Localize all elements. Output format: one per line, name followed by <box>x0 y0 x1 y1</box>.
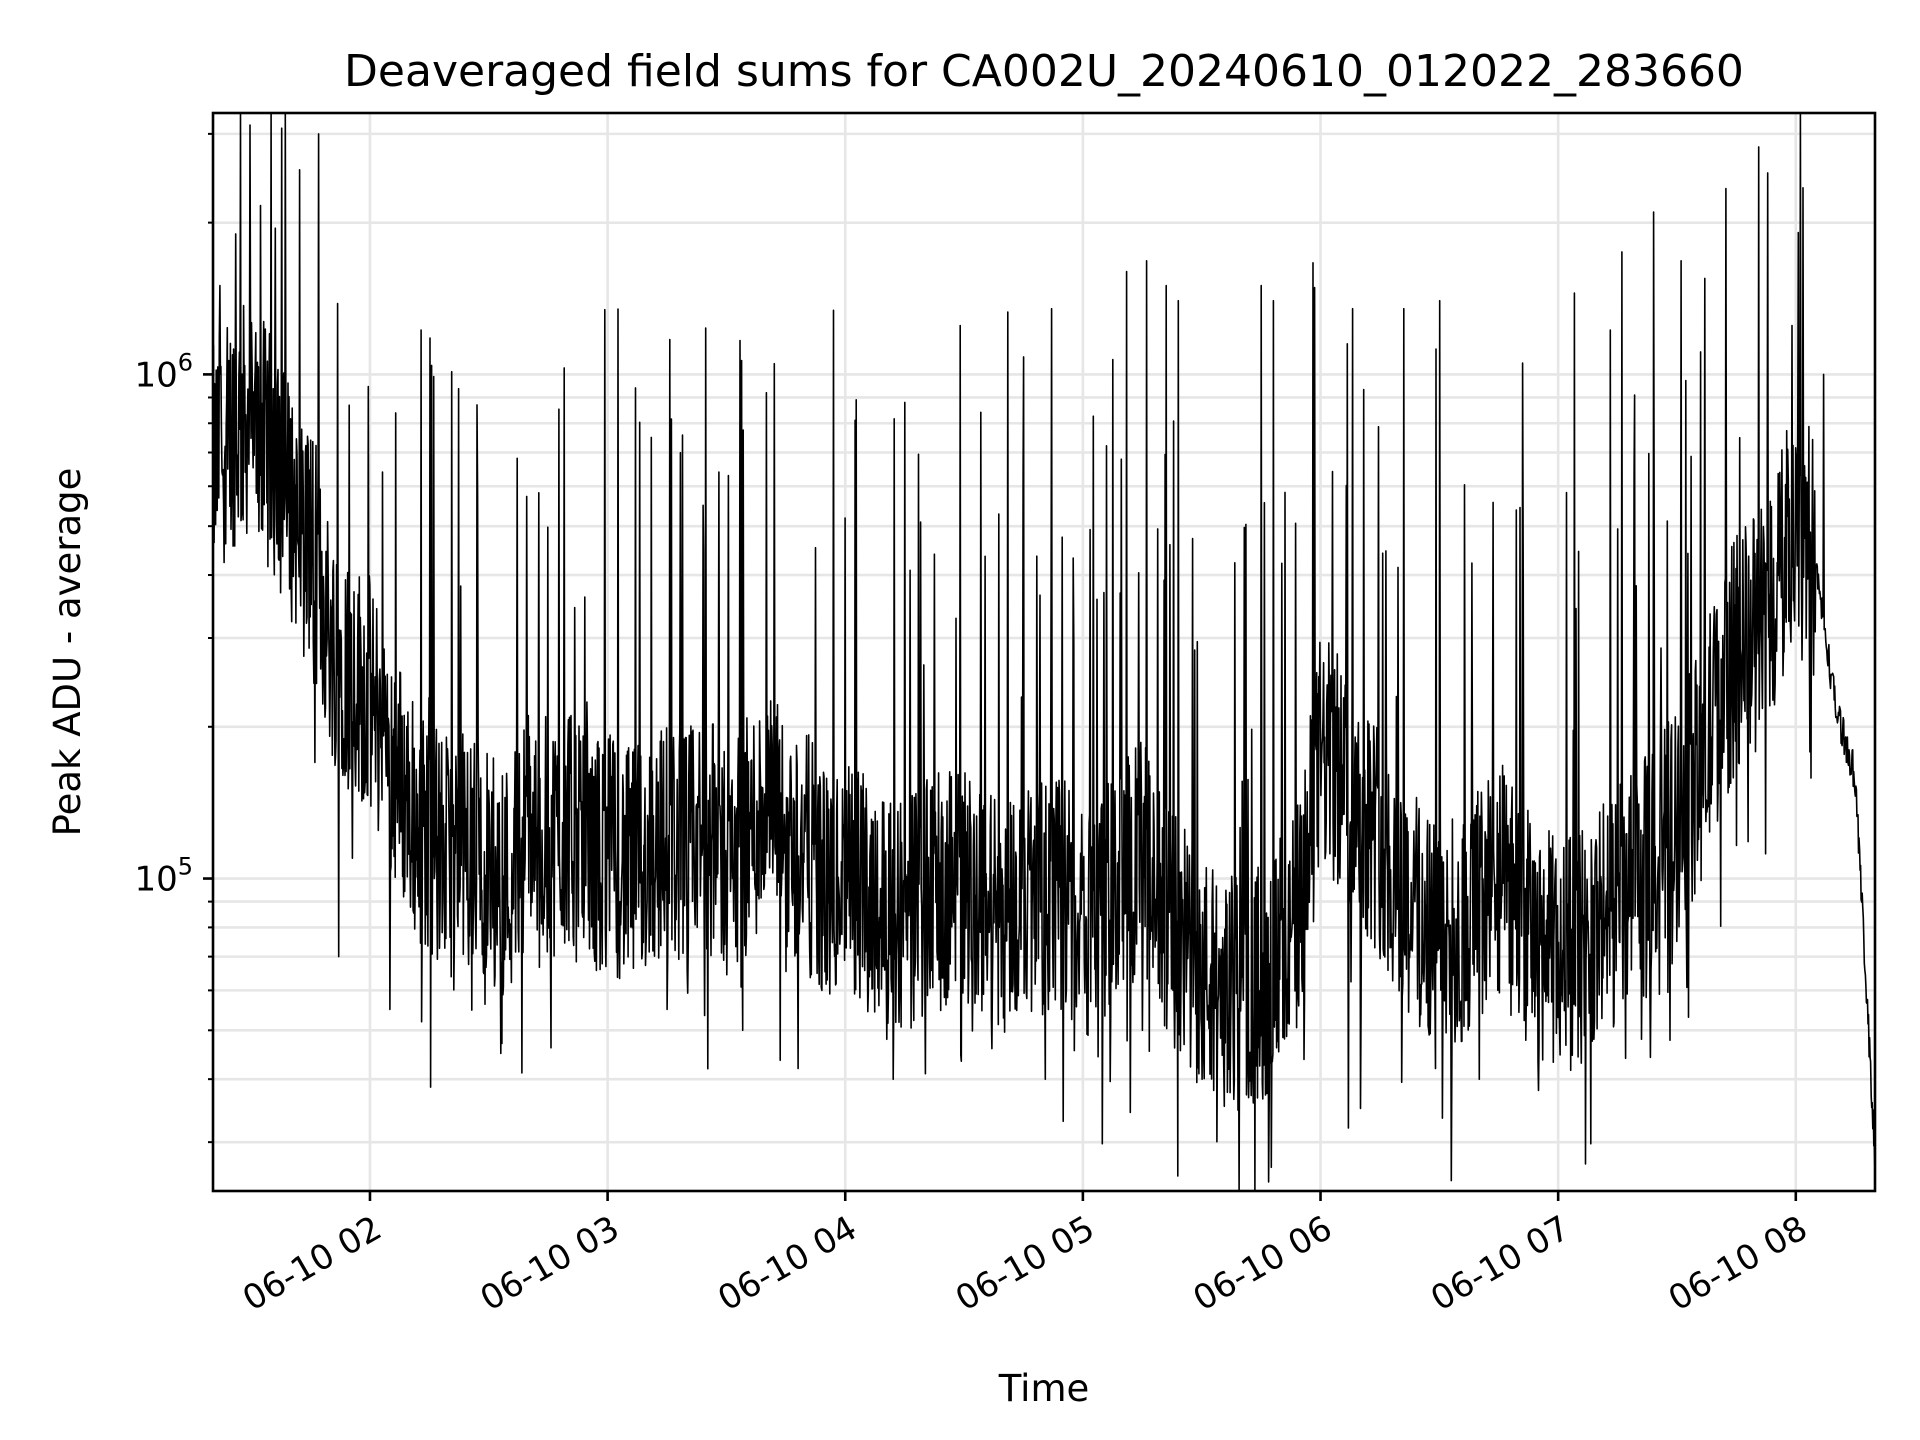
x-axis-label: Time <box>998 1367 1090 1410</box>
y-axis-label: Peak ADU - average <box>46 468 89 837</box>
tick-marks <box>203 132 1798 1201</box>
y-tick-label: 105 <box>134 853 193 900</box>
y-tick-label: 106 <box>134 348 193 395</box>
plot-frame <box>211 111 1877 1193</box>
series-line <box>212 112 1876 1192</box>
chart-title: Deaveraged field sums for CA002U_2024061… <box>344 46 1744 97</box>
series-layer <box>212 112 1876 1192</box>
